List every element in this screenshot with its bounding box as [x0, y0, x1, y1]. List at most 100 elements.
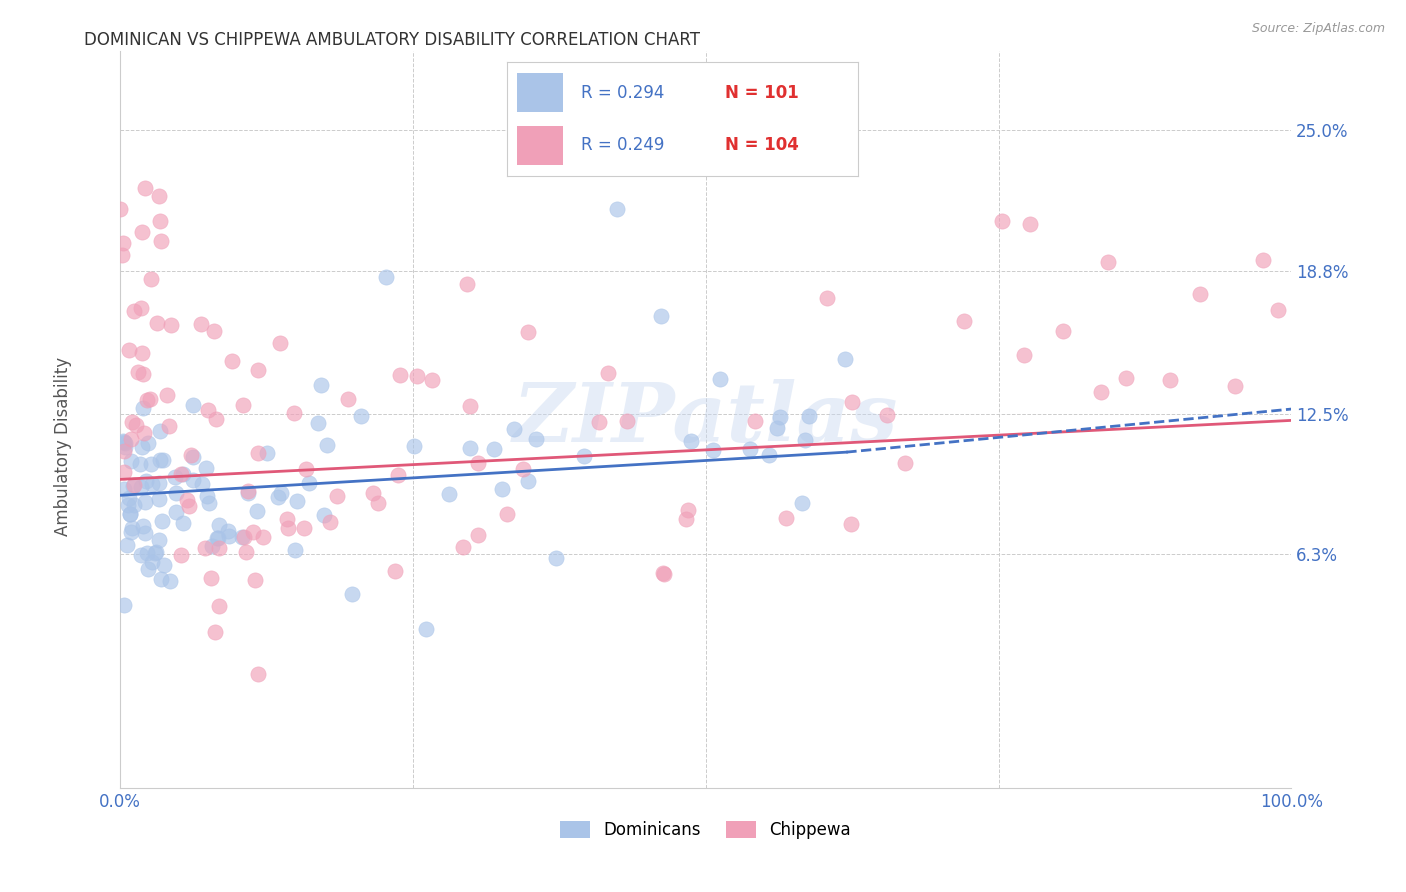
Point — [491, 483, 513, 497]
Point — [232, 398, 254, 412]
Point — [1097, 255, 1119, 269]
Point — [156, 388, 179, 402]
Point — [160, 318, 183, 333]
Point — [134, 526, 156, 541]
Point — [790, 496, 813, 510]
Point — [145, 545, 167, 559]
Point — [145, 316, 167, 330]
Point — [292, 521, 315, 535]
Point — [150, 572, 173, 586]
Point — [200, 571, 222, 585]
Point — [952, 314, 974, 328]
Point — [131, 225, 153, 239]
Point — [129, 548, 152, 562]
Point — [676, 503, 699, 517]
Point — [149, 214, 172, 228]
Point — [125, 418, 148, 433]
Point — [218, 529, 240, 543]
Point — [120, 525, 142, 540]
Point — [127, 365, 149, 379]
Point — [652, 567, 675, 582]
Point — [298, 476, 321, 491]
Point — [467, 528, 489, 542]
Point — [405, 368, 427, 383]
Point — [149, 452, 172, 467]
Point — [115, 538, 138, 552]
Point — [132, 401, 155, 416]
Point — [709, 371, 731, 385]
Point — [389, 368, 412, 382]
Point — [172, 516, 194, 531]
Legend: Dominicans, Chippewa: Dominicans, Chippewa — [554, 814, 858, 846]
Point — [181, 450, 204, 464]
Point — [350, 409, 373, 423]
Point — [134, 495, 156, 509]
Point — [148, 491, 170, 506]
Point — [122, 304, 145, 318]
Point — [181, 398, 204, 412]
Point — [1223, 378, 1246, 392]
Point — [181, 473, 204, 487]
Point — [232, 530, 254, 544]
Point — [207, 599, 229, 613]
Point — [496, 507, 519, 521]
Point — [681, 434, 703, 448]
Point — [270, 485, 292, 500]
Point — [246, 446, 269, 460]
Point — [129, 301, 152, 315]
Point — [195, 461, 218, 475]
Point — [588, 415, 610, 429]
Point — [112, 434, 135, 449]
Point — [482, 442, 505, 457]
Point — [517, 474, 540, 488]
Point — [121, 520, 143, 534]
Point — [242, 524, 264, 539]
Text: Source: ZipAtlas.com: Source: ZipAtlas.com — [1251, 22, 1385, 36]
Point — [143, 545, 166, 559]
Point — [616, 414, 638, 428]
Point — [129, 480, 152, 494]
Point — [702, 443, 724, 458]
Point — [606, 202, 628, 217]
Point — [112, 443, 135, 458]
Point — [118, 507, 141, 521]
Point — [194, 541, 217, 555]
Point — [205, 531, 228, 545]
Point — [128, 457, 150, 471]
Point — [598, 366, 620, 380]
Point — [197, 496, 219, 510]
Point — [451, 540, 474, 554]
Point — [439, 487, 461, 501]
Point — [384, 564, 406, 578]
Point — [121, 415, 143, 429]
Point — [769, 410, 792, 425]
Point — [316, 438, 339, 452]
Point — [744, 414, 766, 428]
Point — [169, 467, 191, 481]
Point — [139, 272, 162, 286]
Point — [131, 346, 153, 360]
Point — [132, 367, 155, 381]
Point — [131, 440, 153, 454]
Point — [114, 598, 136, 612]
Point — [337, 392, 360, 407]
Point — [114, 436, 136, 450]
Point — [1090, 385, 1112, 400]
Point — [163, 470, 186, 484]
Point — [120, 507, 142, 521]
Point — [195, 489, 218, 503]
Point — [314, 508, 336, 523]
Point — [236, 486, 259, 500]
Point — [766, 421, 789, 435]
Point — [197, 403, 219, 417]
Point — [231, 530, 253, 544]
Point — [180, 448, 202, 462]
Point — [246, 363, 269, 377]
Text: ZIPatlas: ZIPatlas — [513, 379, 898, 459]
Point — [294, 462, 316, 476]
Point — [118, 491, 141, 506]
Point — [246, 667, 269, 681]
Point — [256, 445, 278, 459]
Point — [1012, 348, 1035, 362]
Point — [284, 543, 307, 558]
